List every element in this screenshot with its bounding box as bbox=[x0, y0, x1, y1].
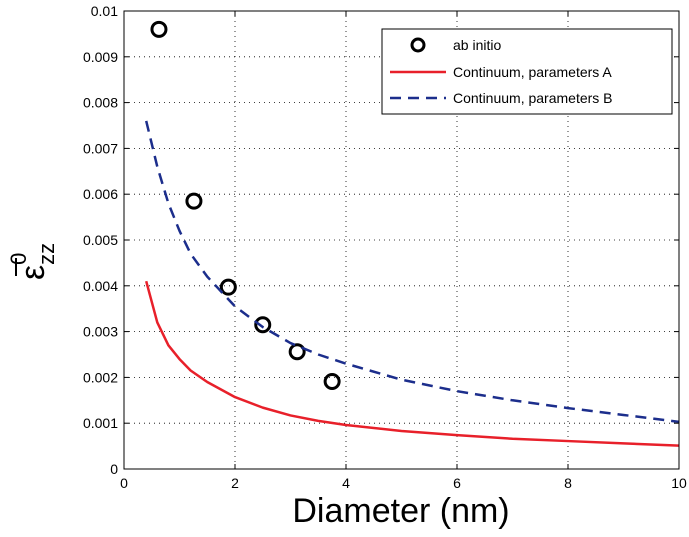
y-tick-label: 0.009 bbox=[83, 49, 118, 65]
data-point-ab-initio bbox=[288, 343, 306, 361]
y-tick-label: 0.008 bbox=[83, 95, 118, 111]
legend: ab initio Continuum, parameters A Contin… bbox=[381, 28, 673, 115]
data-point-ab-initio bbox=[254, 316, 272, 334]
axis-ticks: 0 2 4 6 8 10 0 0.001 0.002 0.003 0.004 0.005 0.006 0.… bbox=[83, 3, 687, 491]
y-tick-label: 0 bbox=[110, 461, 118, 477]
series-line-continuum-parameters-b bbox=[144, 120, 680, 424]
y-tick-label: 0.002 bbox=[83, 369, 118, 385]
y-tick-label: 0.01 bbox=[91, 3, 118, 19]
data-point-ab-initio bbox=[323, 373, 341, 391]
data-point-ab-initio bbox=[150, 20, 168, 38]
y-tick-label: 0.001 bbox=[83, 415, 118, 431]
y-axis-title-sup: 0 bbox=[6, 253, 31, 265]
svg-text:εzz0: εzz0 bbox=[6, 243, 59, 280]
series-line-continuum-parameters-a bbox=[144, 280, 680, 447]
legend-label-parameters-a: Continuum, parameters A bbox=[453, 64, 612, 80]
x-tick-label: 6 bbox=[453, 475, 461, 491]
y-axis-title-symbol: ε bbox=[14, 265, 52, 280]
y-tick-label: 0.005 bbox=[83, 232, 118, 248]
x-tick-label: 10 bbox=[671, 475, 687, 491]
x-tick-label: 4 bbox=[342, 475, 350, 491]
legend-marker-ab-initio bbox=[410, 37, 426, 53]
y-tick-label: 0.003 bbox=[83, 324, 118, 340]
y-tick-label: 0.006 bbox=[83, 186, 118, 202]
plot-series bbox=[144, 20, 680, 447]
y-axis-title: εzz0 bbox=[6, 243, 59, 280]
x-tick-label: 8 bbox=[564, 475, 572, 491]
legend-label-ab-initio: ab initio bbox=[453, 37, 501, 53]
x-tick-label: 2 bbox=[231, 475, 239, 491]
y-tick-label: 0.004 bbox=[83, 278, 118, 294]
y-tick-label: 0.007 bbox=[83, 140, 118, 156]
x-tick-label: 0 bbox=[120, 475, 128, 491]
data-point-ab-initio bbox=[219, 278, 237, 296]
y-axis-title-sub: zz bbox=[34, 243, 59, 265]
x-axis-title: Diameter (nm) bbox=[292, 492, 509, 530]
data-point-ab-initio bbox=[185, 192, 203, 210]
legend-label-parameters-b: Continuum, parameters B bbox=[453, 90, 613, 106]
